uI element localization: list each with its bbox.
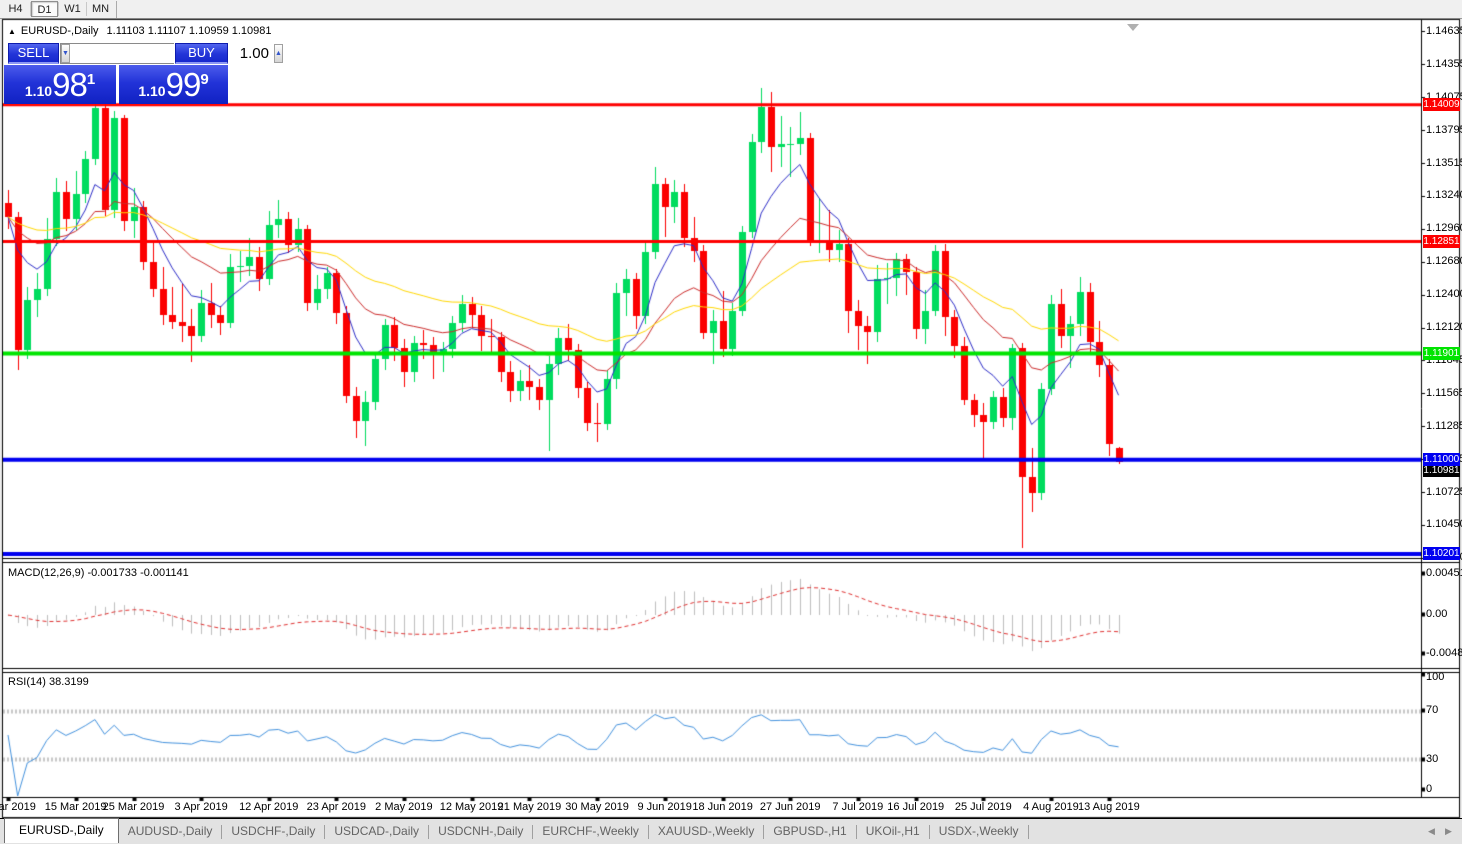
- tab-scroll-left-icon[interactable]: ◀: [1428, 826, 1435, 836]
- symbol-tab[interactable]: XAUUSD-,Weekly: [657, 824, 755, 838]
- macd-axis-tick: -0.004806: [1426, 646, 1462, 659]
- date-axis-label: 16 Jul 2019: [887, 801, 945, 813]
- date-axis-label: 30 May 2019: [565, 801, 629, 813]
- level-price-label: 1.11901: [1423, 346, 1460, 360]
- date-axis-label: 4 Aug 2019: [1023, 801, 1079, 813]
- date-axis-label: 2 May 2019: [375, 801, 433, 813]
- date-axis-label: 25 Jul 2019: [954, 801, 1012, 813]
- buy-price-big: 99: [165, 66, 202, 103]
- level-price-label: 1.14009: [1423, 98, 1460, 112]
- y-axis-tick: 1.10725: [1426, 485, 1462, 498]
- one-click-trade-panel: SELL ▼ ▲ BUY 1.10981 1.10999: [4, 43, 283, 104]
- macd-label: MACD(12,26,9) -0.001733 -0.001141: [8, 567, 189, 579]
- rsi-label: RSI(14) 38.3199: [8, 676, 89, 688]
- volume-input[interactable]: [69, 44, 274, 63]
- buy-price-display[interactable]: 1.10999: [119, 65, 228, 104]
- buy-button[interactable]: BUY: [175, 43, 228, 64]
- chart-shift-marker-icon: [1127, 24, 1139, 31]
- volume-decrease-button[interactable]: ▼: [61, 44, 70, 63]
- symbol-tab[interactable]: AUDUSD-,Daily: [127, 824, 213, 838]
- date-axis-label: 6 Mar 2019: [0, 801, 36, 813]
- volume-increase-button[interactable]: ▲: [273, 44, 283, 63]
- buy-price-small: 1.10: [138, 83, 166, 99]
- date-axis-label: 7 Jul 2019: [832, 801, 884, 813]
- rsi-axis-tick: 30: [1426, 753, 1439, 765]
- sell-price-small: 1.10: [24, 83, 53, 99]
- date-axis-label: 13 Aug 2019: [1077, 801, 1140, 813]
- date-axis-label: 12 Apr 2019: [239, 801, 299, 813]
- y-axis-tick: 1.13515: [1426, 156, 1462, 169]
- y-axis-tick: 1.14355: [1426, 57, 1462, 70]
- sell-price-big: 98: [52, 66, 88, 103]
- symbol-tabs: EURUSD-,Daily AUDUSD-,Daily USDCHF-,Daily U…: [4, 818, 1029, 843]
- date-axis-label: 15 Mar 2019: [44, 801, 107, 813]
- tab-separator: [324, 825, 326, 839]
- sell-price-display[interactable]: 1.10981: [4, 65, 116, 104]
- y-axis-tick: 1.12120: [1426, 321, 1462, 334]
- tab-separator: [532, 825, 534, 839]
- y-axis-tick: 1.12400: [1426, 288, 1462, 301]
- y-axis-tick: 1.12960: [1426, 222, 1462, 235]
- y-axis-tick: 1.12680: [1426, 255, 1462, 268]
- symbol-tab[interactable]: USDCNH-,Daily: [438, 824, 524, 838]
- symbol-tab[interactable]: GBPUSD-,H1: [773, 824, 847, 838]
- sell-button[interactable]: SELL: [8, 43, 59, 64]
- symbol-tab[interactable]: USDX-,Weekly: [938, 824, 1019, 838]
- sell-price-sup: 1: [86, 71, 96, 88]
- collapse-arrow-icon[interactable]: ▲: [8, 27, 16, 36]
- symbol-tab[interactable]: UKOil-,H1: [865, 824, 920, 838]
- level-price-label: 1.11000: [1423, 453, 1460, 467]
- y-axis-tick: 1.11565: [1426, 386, 1462, 399]
- tab-separator: [928, 825, 930, 839]
- symbol-tab[interactable]: EURUSD-,Daily: [4, 818, 119, 843]
- y-axis-tick: 1.13240: [1426, 189, 1462, 201]
- date-axis-label: 12 May 2019: [439, 801, 504, 813]
- bid-price-label: 1.10981: [1423, 463, 1460, 477]
- tab-separator: [647, 825, 649, 839]
- buy-price-sup: 9: [200, 71, 209, 88]
- y-axis-tick: 1.13795: [1426, 123, 1462, 136]
- y-axis-tick: 1.11285: [1426, 419, 1462, 432]
- symbol-tab[interactable]: USDCAD-,Daily: [334, 824, 420, 838]
- symbol-tab-bar: EURUSD-,Daily AUDUSD-,Daily USDCHF-,Daily U…: [0, 818, 1462, 844]
- chart-symbol-title: EURUSD-,Daily: [20, 25, 99, 37]
- macd-axis-tick: 0.004517: [1426, 566, 1462, 579]
- tab-separator: [855, 825, 857, 839]
- level-price-label: 1.12851: [1423, 234, 1460, 248]
- chart-ohlc-values: 1.11103 1.11107 1.10959 1.10981: [106, 25, 272, 37]
- date-axis-label: 18 Jun 2019: [692, 801, 753, 813]
- symbol-tab[interactable]: EURCHF-,Weekly: [542, 824, 639, 838]
- rsi-axis-tick: 0: [1426, 783, 1433, 795]
- tab-separator: [763, 825, 765, 839]
- date-axis-label: 3 Apr 2019: [174, 801, 228, 813]
- rsi-axis-tick: 100: [1426, 671, 1445, 683]
- symbol-tab[interactable]: USDCHF-,Daily: [231, 824, 316, 838]
- date-axis-label: 27 Jun 2019: [759, 801, 821, 813]
- date-axis-label: 21 May 2019: [497, 801, 562, 813]
- date-axis-label: 9 Jun 2019: [637, 801, 692, 813]
- rsi-axis-tick: 70: [1426, 704, 1439, 716]
- tab-separator: [428, 825, 430, 839]
- date-axis-label: 23 Apr 2019: [306, 801, 366, 813]
- level-price-label: 1.10201: [1423, 547, 1460, 561]
- y-axis-tick: 1.10450: [1426, 518, 1462, 530]
- tab-separator: [221, 825, 223, 839]
- volume-spinner: ▼ ▲: [60, 43, 283, 64]
- chart-header: ▲ EURUSD-,Daily 1.11103 1.11107 1.10959 1.…: [8, 25, 272, 37]
- y-axis-tick: 1.14635: [1426, 24, 1462, 37]
- tab-separator: [1027, 825, 1029, 839]
- date-axis-label: 25 Mar 2019: [102, 801, 165, 813]
- tab-scroll-right-icon[interactable]: ▶: [1445, 826, 1452, 836]
- macd-axis-tick: 0.00: [1426, 607, 1448, 620]
